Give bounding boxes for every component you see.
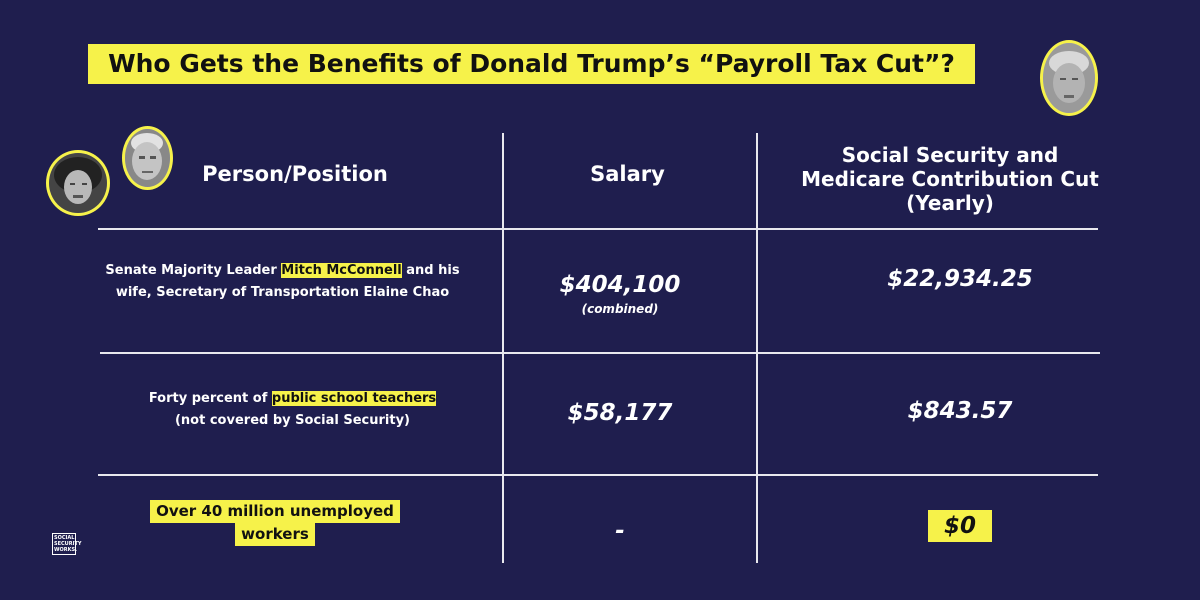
row-divider-1: [98, 228, 1098, 230]
row1-person: Senate Majority Leader Mitch McConnell a…: [105, 260, 460, 304]
logo-line3: WORKS.: [54, 547, 77, 553]
row1-salary-value: $404,100: [559, 272, 681, 298]
row2-cut: $843.57: [907, 398, 1013, 424]
row2-person-line2: (not covered by Social Security): [174, 413, 410, 428]
portrait-chao: [46, 150, 110, 216]
row-divider-3: [98, 474, 1098, 476]
row2-person-highlight: public school teachers: [271, 391, 437, 406]
row3-person-line1: Over 40 million unemployed: [150, 500, 400, 523]
row2-person-prefix: Forty percent of: [148, 391, 272, 406]
row1-cut: $22,934.25: [887, 266, 1033, 292]
row2-person: Forty percent of public school teachers …: [115, 388, 470, 432]
row1-person-prefix: Senate Majority Leader: [105, 263, 282, 278]
header-person: Person/Position: [202, 162, 388, 186]
column-divider-1: [502, 133, 504, 563]
portrait-mcconnell: [122, 126, 173, 190]
portrait-trump: [1040, 40, 1098, 116]
row1-salary-note: (combined): [581, 302, 659, 316]
logo-line1: SOCIAL: [54, 535, 75, 541]
row1-person-highlight: Mitch McConnell: [281, 263, 402, 278]
row3-cut: $0: [840, 510, 1080, 542]
row3-person: Over 40 million unemployed workers: [135, 500, 415, 546]
row1-person-line1: Senate Majority Leader Mitch McConnell a…: [105, 260, 460, 282]
header-salary-label: Salary: [590, 162, 665, 186]
header-cut-line1: Social Security and: [841, 143, 1059, 167]
logo-line2: SECURITY: [54, 541, 82, 547]
row3-person-line2: workers: [235, 523, 315, 546]
row3-cut-value: $0: [927, 510, 992, 542]
header-cut-line3: (Yearly): [906, 191, 994, 215]
row2-person-line1: Forty percent of public school teachers: [115, 388, 470, 410]
header-contribution-cut: Social Security and Medicare Contributio…: [760, 143, 1140, 215]
row2-salary: $58,177: [567, 400, 673, 426]
row1-salary: $404,100 (combined): [505, 272, 735, 316]
header-cut-line2: Medicare Contribution Cut: [801, 167, 1099, 191]
row-divider-2: [100, 352, 1100, 354]
header-salary: Salary: [520, 162, 735, 186]
row1-person-suffix: and his: [401, 263, 460, 278]
row1-person-line2: wife, Secretary of Transportation Elaine…: [115, 285, 450, 300]
page-title: Who Gets the Benefits of Donald Trump’s …: [88, 44, 975, 84]
social-security-works-logo: SOCIAL SECURITY WORKS.: [52, 533, 82, 555]
row3-salary: -: [615, 518, 625, 544]
column-divider-2: [756, 133, 758, 563]
